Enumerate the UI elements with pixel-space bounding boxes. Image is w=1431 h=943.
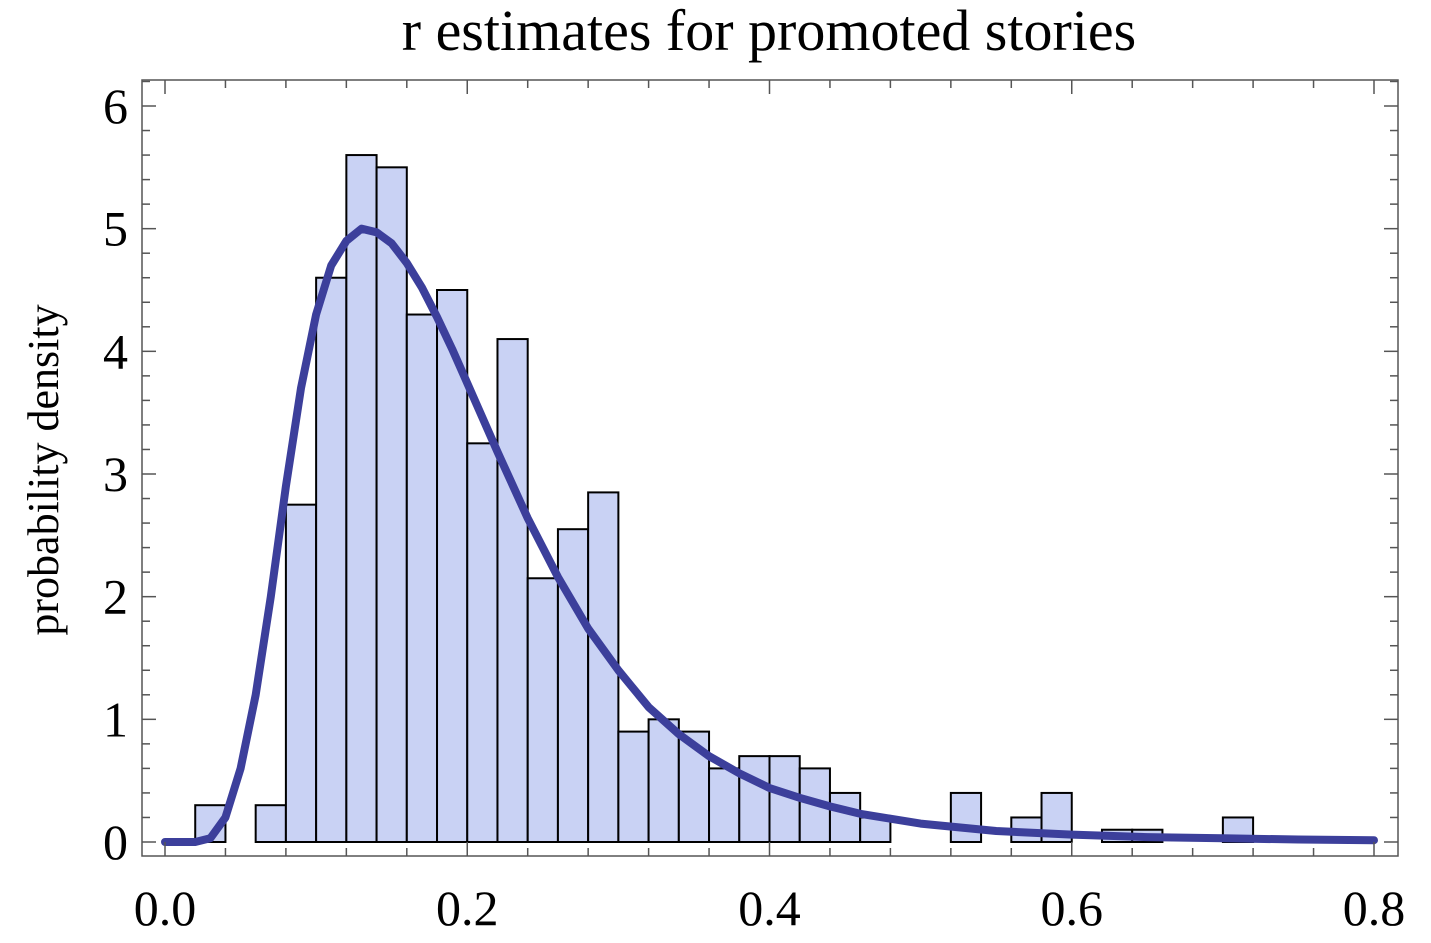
y-tick-label: 6 [103, 78, 128, 134]
histogram-bar [738, 755, 771, 844]
histogram-bar [405, 313, 439, 843]
y-tick-label: 2 [103, 569, 128, 625]
histogram-bar [315, 276, 348, 843]
y-tick-label: 3 [103, 446, 128, 502]
histogram-bar [345, 154, 378, 844]
fit-curve-layer [161, 224, 1378, 846]
axis-ticks: 0.0 0.2 0.4 0.6 0.8 0 1 2 3 4 5 6 [103, 78, 1405, 936]
fit-curve-line [161, 224, 1378, 846]
y-axis-label: probability density [19, 304, 68, 635]
histogram-bar [556, 528, 590, 843]
x-tick-label: 0.8 [1343, 880, 1406, 936]
histogram-bar [859, 816, 892, 844]
histogram-bar [617, 730, 650, 843]
histogram-bar [647, 718, 680, 843]
histogram-bar [436, 289, 469, 843]
histogram-bar [375, 166, 408, 844]
x-tick-label: 0.4 [738, 880, 801, 936]
histogram-bar [708, 767, 741, 844]
y-tick-label: 0 [103, 814, 128, 870]
y-tick-label: 4 [103, 323, 128, 379]
x-tick-label: 0.2 [436, 880, 499, 936]
histogram-bar [254, 804, 287, 844]
chart-title: r estimates for promoted stories [402, 0, 1137, 63]
histogram-bar [284, 503, 318, 843]
histogram-bar [949, 791, 983, 844]
x-tick-label: 0.0 [134, 880, 197, 936]
histogram-bar [496, 338, 529, 843]
histogram-bar [828, 791, 862, 844]
x-tick-label: 0.6 [1041, 880, 1104, 936]
histogram-bar [466, 442, 499, 843]
y-tick-label: 5 [103, 201, 128, 257]
bars-layer [194, 154, 1255, 844]
y-tick-label: 1 [103, 691, 128, 747]
histogram-bar [526, 577, 559, 843]
